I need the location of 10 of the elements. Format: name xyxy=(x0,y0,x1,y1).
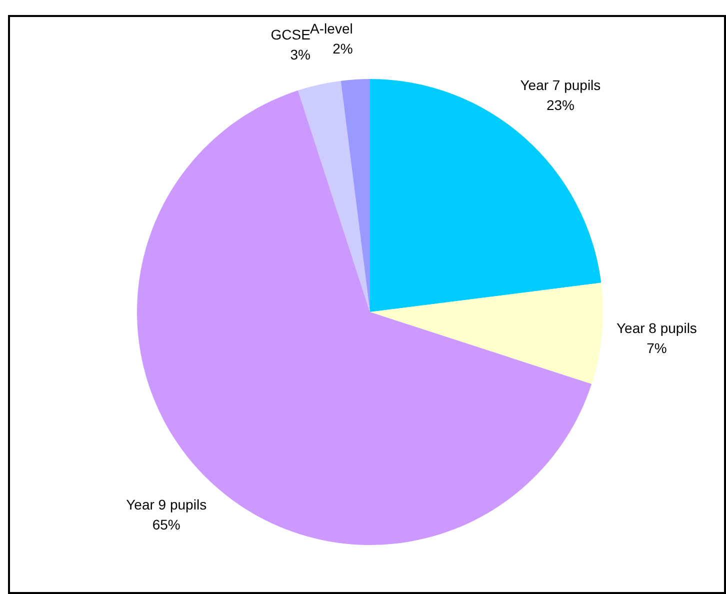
data-label: 23% xyxy=(546,96,574,113)
slice-label: Year 9 pupils xyxy=(126,496,207,513)
slice-label: GCSE xyxy=(270,26,310,42)
data-label: 3% xyxy=(290,46,310,62)
slice-label: Year 8 pupils xyxy=(616,320,697,336)
slice-label: Year 7 pupils xyxy=(520,76,601,93)
slice-label: A-level xyxy=(310,20,353,36)
data-label: 2% xyxy=(332,40,353,56)
data-label: 7% xyxy=(646,340,667,356)
data-label: 65% xyxy=(152,516,180,533)
